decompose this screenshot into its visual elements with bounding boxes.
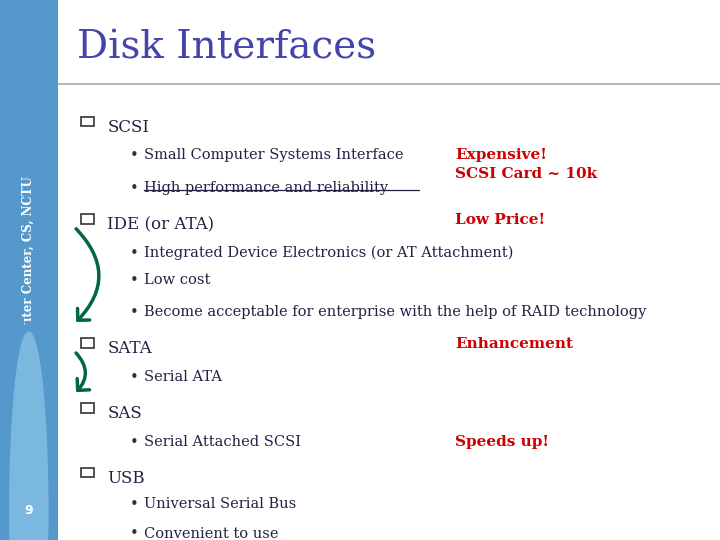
Text: Serial Attached SCSI: Serial Attached SCSI [144,435,301,449]
Text: 9: 9 [24,504,33,517]
Text: •: • [130,273,138,288]
Circle shape [10,332,48,540]
Text: Enhancement: Enhancement [455,338,573,352]
Text: Universal Serial Bus: Universal Serial Bus [144,497,296,511]
Text: Small Computer Systems Interface: Small Computer Systems Interface [144,148,403,163]
Circle shape [9,321,49,540]
Text: SCSI: SCSI [107,119,149,136]
Text: Integrated Device Electronics (or AT Attachment): Integrated Device Electronics (or AT Att… [144,246,513,260]
Text: SATA: SATA [107,340,152,357]
Text: Expensive!
SCSI Card ~ 10k: Expensive! SCSI Card ~ 10k [455,148,597,181]
Bar [81,338,94,348]
Text: Disk Interfaces: Disk Interfaces [78,30,377,67]
Text: Low cost: Low cost [144,273,210,287]
Text: Become acceptable for enterprise with the help of RAID technology: Become acceptable for enterprise with th… [144,305,646,319]
Text: Speeds up!: Speeds up! [455,435,549,449]
Bar [81,117,94,126]
Text: Serial ATA: Serial ATA [144,370,222,384]
Text: •: • [130,181,138,196]
Text: •: • [130,246,138,261]
Text: •: • [130,497,138,512]
Text: SAS: SAS [107,405,142,422]
Text: •: • [130,435,138,450]
Text: IDE (or ATA): IDE (or ATA) [107,216,215,233]
Bar [81,403,94,413]
Text: Convenient to use: Convenient to use [144,526,278,540]
Bar [81,468,94,477]
Text: •: • [130,305,138,320]
Text: Computer Center, CS, NCTU: Computer Center, CS, NCTU [22,177,35,363]
Bar [81,214,94,224]
Text: USB: USB [107,470,145,487]
Text: •: • [130,370,138,385]
FancyArrowPatch shape [76,229,99,320]
Text: Low Price!: Low Price! [455,213,545,227]
FancyArrowPatch shape [76,353,89,390]
Text: High performance and reliability: High performance and reliability [144,181,388,195]
Text: •: • [130,526,138,540]
Text: •: • [130,148,138,164]
